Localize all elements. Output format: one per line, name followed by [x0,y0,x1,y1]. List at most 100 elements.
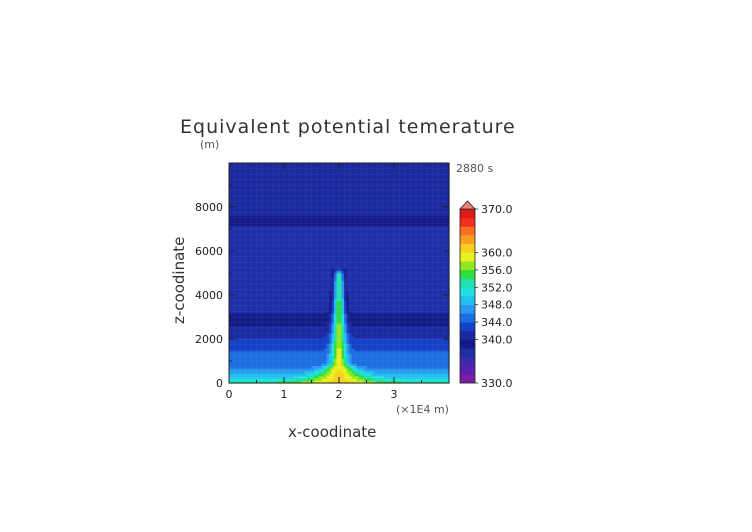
heatmap-cell [354,295,358,299]
heatmap-cell [236,323,240,327]
heatmap-cell [271,328,275,332]
heatmap-cell [234,293,238,297]
heatmap-cell [301,240,305,244]
heatmap-cell [326,285,330,289]
heatmap-cell [346,265,350,269]
heatmap-cell [409,295,413,299]
heatmap-cell [414,310,418,314]
heatmap-cell [239,293,243,297]
heatmap-cell [299,370,303,374]
heatmap-cell [411,320,415,324]
heatmap-cell [409,250,413,254]
heatmap-cell [351,310,355,314]
heatmap-cell [389,268,393,272]
heatmap-cell [361,340,365,344]
heatmap-cell [366,298,370,302]
heatmap-cell [419,250,423,254]
heatmap-cell [354,315,358,319]
heatmap-cell [429,330,433,334]
heatmap-cell [229,305,233,309]
heatmap-cell [361,373,365,377]
heatmap-cell [421,380,425,384]
heatmap-cell [314,358,318,362]
heatmap-cell [394,260,398,264]
heatmap-cell [306,318,310,322]
heatmap-cell [434,300,438,304]
heatmap-cell [356,293,360,297]
heatmap-cell [334,253,338,257]
heatmap-cell [299,255,303,259]
heatmap-cell [309,370,313,374]
heatmap-cell [351,305,355,309]
heatmap-cell [404,343,408,347]
heatmap-cell [266,260,270,264]
heatmap-cell [371,250,375,254]
heatmap-cell [284,375,288,379]
heatmap-cell [229,288,233,292]
heatmap-cell [289,370,293,374]
heatmap-cell [286,255,290,259]
heatmap-cell [376,250,380,254]
heatmap-cell [396,310,400,314]
heatmap-cell [379,363,383,367]
heatmap-cell [294,253,298,257]
heatmap-cell [349,338,353,342]
heatmap-cell [351,348,355,352]
heatmap-cell [349,275,353,279]
heatmap-cell [326,245,330,249]
heatmap-cell [276,250,280,254]
heatmap-cell [261,353,265,357]
heatmap-cell [249,243,253,247]
heatmap-cell [299,273,303,277]
heatmap-cell [329,293,333,297]
heatmap-cell [416,345,420,349]
heatmap-cell [331,263,335,267]
heatmap-cell [231,288,235,292]
heatmap-cell [249,255,253,259]
heatmap-cell [346,280,350,284]
heatmap-cell [326,260,330,264]
heatmap-cell [394,350,398,354]
heatmap-cell [356,253,360,257]
heatmap-cell [276,360,280,364]
heatmap-cell [244,300,248,304]
heatmap-cell [426,328,430,332]
heatmap-cell [426,373,430,377]
heatmap-cell [436,325,440,329]
heatmap-cell [429,245,433,249]
heatmap-cell [274,378,278,382]
heatmap-cell [281,243,285,247]
heatmap-cell [314,283,318,287]
heatmap-cell [286,300,290,304]
heatmap-cell [269,298,273,302]
heatmap-cell [254,343,258,347]
heatmap-cell [246,285,250,289]
heatmap-cell [284,315,288,319]
heatmap-cell [401,293,405,297]
heatmap-cell [386,255,390,259]
heatmap-cell [339,305,343,309]
heatmap-cell [264,258,268,262]
heatmap-cell [229,248,233,252]
heatmap-cell [256,273,260,277]
heatmap-cell [421,303,425,307]
heatmap-cell [366,278,370,282]
heatmap-cell [396,345,400,349]
heatmap-cell [359,240,363,244]
heatmap-cell [306,283,310,287]
heatmap-cell [321,305,325,309]
heatmap-cell [406,283,410,287]
heatmap-cell [271,305,275,309]
heatmap-cell [359,288,363,292]
heatmap-cell [421,333,425,337]
heatmap-cell [336,320,340,324]
heatmap-cell [264,250,268,254]
heatmap-cell [254,335,258,339]
heatmap-cell [399,370,403,374]
heatmap-cell [341,255,345,259]
heatmap-cell [389,258,393,262]
heatmap-cell [364,255,368,259]
heatmap-cell [321,355,325,359]
heatmap-cell [341,358,345,362]
heatmap-cell [321,313,325,317]
